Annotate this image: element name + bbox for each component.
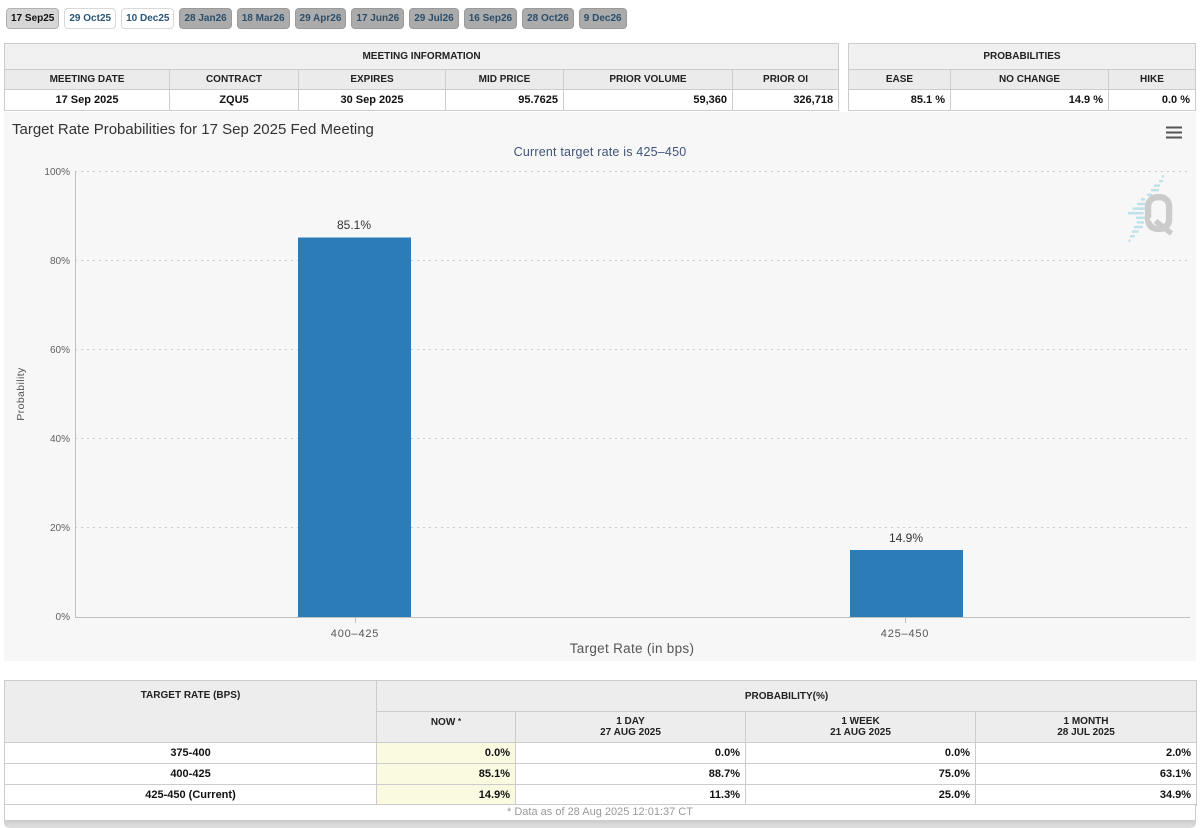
svg-text:85.1%: 85.1% (337, 218, 371, 232)
svg-text:400–425: 400–425 (331, 628, 379, 640)
svg-text:Target Rate (in bps): Target Rate (in bps) (570, 641, 695, 656)
svg-text:60%: 60% (50, 345, 70, 356)
svg-text:20%: 20% (50, 523, 70, 534)
svg-text:Probability: Probability (15, 367, 27, 421)
svg-text:100%: 100% (44, 167, 70, 178)
svg-text:14.9%: 14.9% (889, 531, 923, 545)
svg-text:0%: 0% (56, 612, 71, 623)
svg-text:40%: 40% (50, 434, 70, 445)
svg-text:425–450: 425–450 (881, 628, 929, 640)
svg-text:80%: 80% (50, 256, 70, 267)
